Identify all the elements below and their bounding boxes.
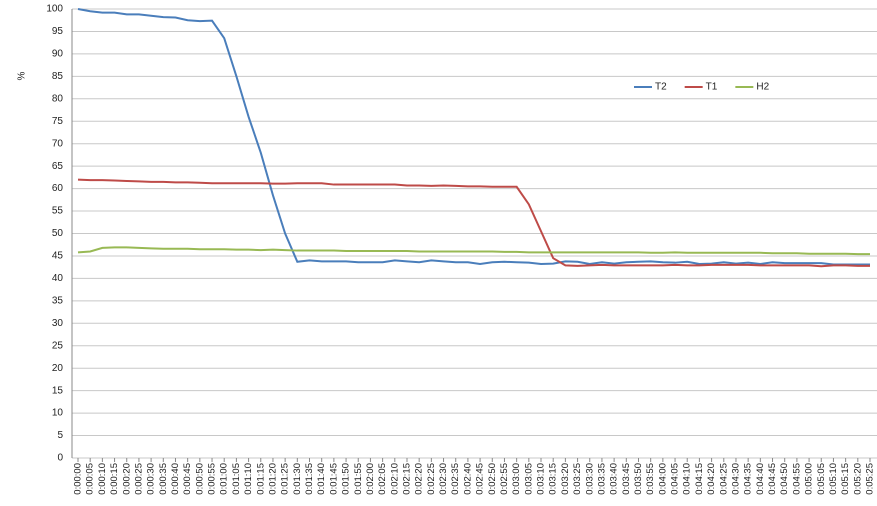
x-tick-label: 0:01:35 xyxy=(304,463,315,495)
x-tick-label: 0:02:35 xyxy=(450,463,461,495)
y-tick-label: 15 xyxy=(52,385,64,396)
y-tick-label: 100 xyxy=(46,4,63,15)
x-tick-label: 0:00:10 xyxy=(97,463,108,495)
x-tick-label: 0:02:30 xyxy=(438,463,449,495)
x-tick-label: 0:04:40 xyxy=(755,463,766,495)
x-tick-label: 0:02:15 xyxy=(402,463,413,495)
x-tick-label: 0:04:15 xyxy=(694,463,705,495)
y-tick-label: 65 xyxy=(52,161,64,172)
line-series xyxy=(77,246,870,256)
x-tick-label: 0:03:25 xyxy=(572,463,583,495)
y-tick-label: 35 xyxy=(52,295,64,306)
x-tick-label: 0:02:25 xyxy=(426,463,437,495)
x-tick-label: 0:00:25 xyxy=(133,463,144,495)
x-tick-label: 0:01:25 xyxy=(280,463,291,495)
x-tick-label: 0:02:45 xyxy=(475,463,486,495)
x-tick-label: 0:04:25 xyxy=(718,463,729,495)
x-tick-label: 0:03:30 xyxy=(584,463,595,495)
y-tick-label: 50 xyxy=(52,228,64,239)
y-tick-label: 60 xyxy=(52,183,64,194)
x-tick-label: 0:03:50 xyxy=(633,463,644,495)
y-tick-label: 10 xyxy=(52,408,64,419)
x-tick-label: 0:04:45 xyxy=(767,463,778,495)
x-tick-label: 0:03:05 xyxy=(523,463,534,495)
x-tick-label: 0:04:10 xyxy=(682,463,693,495)
x-tick-label: 0:03:35 xyxy=(596,463,607,495)
y-tick-label: 20 xyxy=(52,363,64,374)
x-tick-label: 0:05:20 xyxy=(852,463,863,495)
x-tick-label: 0:04:00 xyxy=(657,463,668,495)
x-tick-label: 0:05:10 xyxy=(828,463,839,495)
x-tick-label: 0:02:55 xyxy=(499,463,510,495)
y-tick-label: 70 xyxy=(52,138,64,149)
x-tick-label: 0:01:20 xyxy=(267,463,278,495)
x-tick-label: 0:00:50 xyxy=(194,463,205,495)
y-tick-label: 95 xyxy=(52,26,64,37)
y-tick-label: 40 xyxy=(52,273,64,284)
x-tick-label: 0:05:05 xyxy=(816,463,827,495)
x-tick-label: 0:02:00 xyxy=(365,463,376,495)
x-tick-label: 0:02:10 xyxy=(389,463,400,495)
x-tick-label: 0:01:10 xyxy=(243,463,254,495)
x-tick-label: 0:00:05 xyxy=(85,463,96,495)
x-tick-label: 0:01:50 xyxy=(341,463,352,495)
x-tick-label: 0:03:45 xyxy=(621,463,632,495)
x-tick-label: 0:05:25 xyxy=(865,463,876,495)
y-tick-label: 0 xyxy=(57,453,63,464)
legend-label: H2 xyxy=(756,82,769,93)
x-tick-label: 0:00:30 xyxy=(146,463,157,495)
y-tick-label: 5 xyxy=(57,430,63,441)
y-tick-label: 25 xyxy=(52,340,64,351)
x-tick-label: 0:01:40 xyxy=(316,463,327,495)
x-tick-label: 0:04:20 xyxy=(706,463,717,495)
x-tick-label: 0:03:20 xyxy=(560,463,571,495)
x-tick-label: 0:02:20 xyxy=(414,463,425,495)
x-tick-label: 0:00:20 xyxy=(121,463,132,495)
x-tick-label: 0:00:40 xyxy=(170,463,181,495)
x-tick-label: 0:03:10 xyxy=(536,463,547,495)
y-tick-label: 85 xyxy=(52,71,64,82)
legend-label: T2 xyxy=(655,82,667,93)
x-tick-label: 0:01:45 xyxy=(328,463,339,495)
x-tick-label: 0:03:00 xyxy=(511,463,522,495)
x-tick-label: 0:04:30 xyxy=(730,463,741,495)
x-tick-label: 0:04:35 xyxy=(743,463,754,495)
x-tick-label: 0:04:05 xyxy=(670,463,681,495)
legend-label: T1 xyxy=(706,82,718,93)
x-tick-label: 0:01:30 xyxy=(292,463,303,495)
x-tick-label: 0:01:15 xyxy=(255,463,266,495)
y-tick-label: 80 xyxy=(52,93,64,104)
x-tick-label: 0:02:50 xyxy=(487,463,498,495)
x-tick-label: 0:04:55 xyxy=(791,463,802,495)
x-tick-label: 0:01:00 xyxy=(219,463,230,495)
x-tick-label: 0:01:55 xyxy=(353,463,364,495)
x-tick-label: 0:05:00 xyxy=(804,463,815,495)
x-tick-label: 0:03:40 xyxy=(609,463,620,495)
y-tick-label: 55 xyxy=(52,206,64,217)
x-tick-label: 0:02:40 xyxy=(462,463,473,495)
line-series xyxy=(77,8,870,266)
y-tick-label: 30 xyxy=(52,318,64,329)
x-tick-label: 0:02:05 xyxy=(377,463,388,495)
y-axis-label: % xyxy=(17,71,28,80)
x-tick-label: 0:00:00 xyxy=(73,463,84,495)
y-tick-label: 45 xyxy=(52,251,64,262)
x-tick-label: 0:03:15 xyxy=(548,463,559,495)
line-series xyxy=(77,178,870,268)
x-tick-label: 0:03:55 xyxy=(645,463,656,495)
y-tick-label: 90 xyxy=(52,49,64,60)
x-tick-label: 0:04:50 xyxy=(779,463,790,495)
x-tick-label: 0:01:05 xyxy=(231,463,242,495)
y-tick-label: 75 xyxy=(52,116,64,127)
x-tick-label: 0:00:55 xyxy=(207,463,218,495)
x-tick-label: 0:05:15 xyxy=(840,463,851,495)
x-tick-label: 0:00:35 xyxy=(158,463,169,495)
x-tick-label: 0:00:15 xyxy=(109,463,120,495)
x-tick-label: 0:00:45 xyxy=(182,463,193,495)
